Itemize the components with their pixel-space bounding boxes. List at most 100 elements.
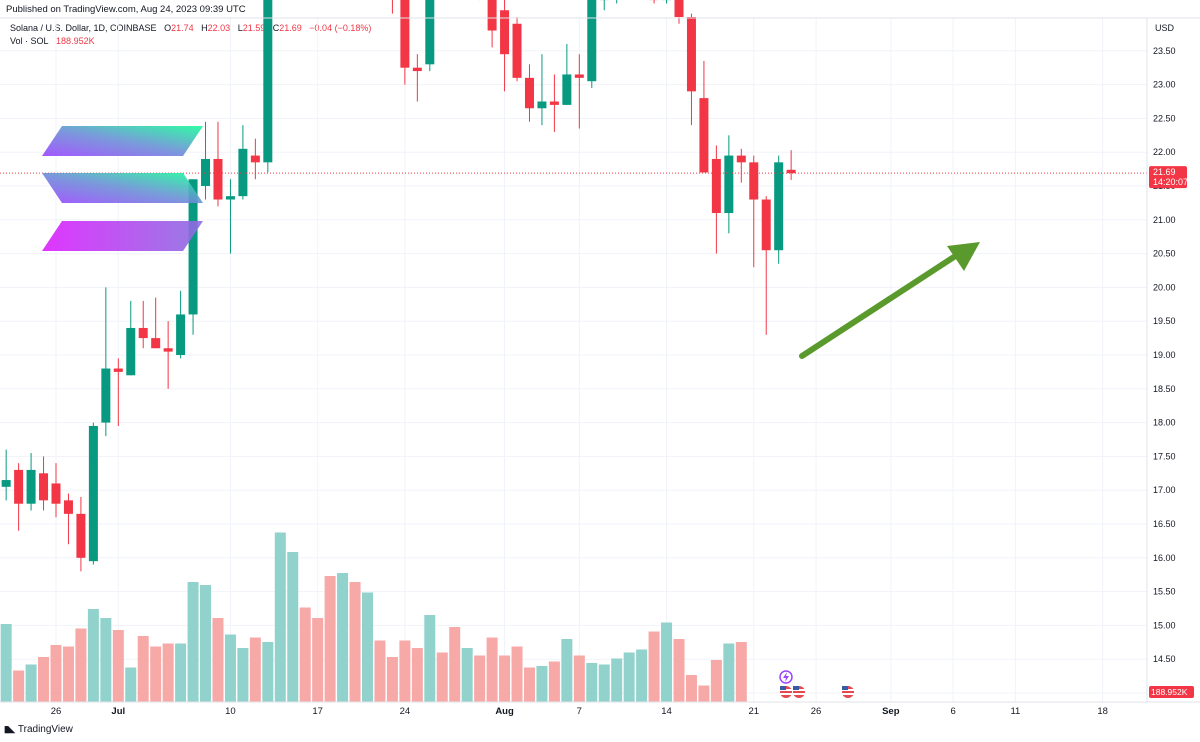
high-label: H [201,23,208,33]
volume-value: 188.952K [56,36,95,46]
x-tick-label: 10 [225,706,236,717]
y-tick-label: 21.00 [1153,215,1176,225]
candle-body [188,179,198,315]
currency-label[interactable]: USD [1155,23,1175,33]
volume-bars [0,532,747,702]
candle-body [500,10,510,55]
volume-bar [698,685,710,702]
volume-bar [262,642,274,702]
volume-label[interactable]: Vol · SOL [10,36,49,46]
candle-body [574,74,584,78]
y-tick-label: 20.50 [1153,249,1176,259]
lightning-event-icon [779,670,793,684]
volume-bar [249,637,261,702]
x-tick-label: 26 [51,706,62,717]
volume-bar [411,648,423,702]
candle-body [711,158,721,214]
volume-bar [38,657,50,702]
high-value: 22.03 [207,23,231,33]
candle-body [562,74,572,105]
x-tick-label: Sep [882,706,900,717]
volume-bar [25,664,37,702]
candle-body [14,469,24,504]
candle-body [761,199,771,251]
symbol-name[interactable]: Solana / U.S. Dollar, 1D, COINBASE [10,23,157,33]
volume-bar [0,624,12,702]
green-trend-arrow [799,242,980,359]
volume-bar [548,661,560,702]
volume-bar [287,552,299,702]
volume-bar [137,636,149,702]
volume-legend: Vol · SOL 188.952K [10,36,95,46]
candle-body [113,368,123,372]
volume-bar [436,652,448,702]
symbol-legend: Solana / U.S. Dollar, 1D, COINBASE O21.7… [10,23,371,33]
chart-grid [0,18,1147,702]
y-tick-label: 22.00 [1153,147,1176,157]
volume-bar [299,607,311,702]
candle-body [549,101,559,105]
volume-bar [75,628,87,702]
candle-body [88,425,98,562]
candle-body [412,67,422,72]
volume-bar [661,622,673,702]
volume-bar [200,585,212,702]
volume-bar [623,652,635,702]
close-value: 21.69 [279,23,302,33]
candle-body [749,162,759,200]
footer-brand: ▮◣ TradingView [4,724,73,735]
candle-body [151,338,161,349]
y-tick-label: 17.50 [1153,451,1176,461]
x-tick-label: 26 [811,706,822,717]
volume-tag-value: 188.952K [1151,687,1188,697]
y-tick-label: 14.50 [1153,654,1176,664]
volume-bar [710,660,722,702]
candle-body [101,368,111,423]
published-caption: Published on TradingView.com, Aug 24, 20… [6,4,246,15]
volume-bar [386,657,398,702]
volume-bar [212,618,224,702]
price-axis: 14.0014.5015.0015.5016.0016.5017.0017.50… [1153,46,1176,698]
candle-body [587,0,597,82]
candle-body [724,155,734,214]
volume-bar [511,646,523,702]
y-tick-label: 15.50 [1153,587,1176,597]
candlesticks [1,0,796,572]
candle-body [487,0,497,31]
volume-tag: 188.952K [1149,686,1194,698]
volume-bar [312,618,324,702]
volume-bar [586,663,598,702]
volume-bar [573,655,585,702]
x-tick-label: 14 [661,706,672,717]
candle-body [138,327,148,339]
volume-bar [685,675,697,702]
volume-bar [337,573,349,702]
volume-bar [536,666,548,702]
volume-bar [523,667,535,702]
volume-bar [150,646,162,702]
candle-body [263,0,273,163]
candle-body [537,101,547,109]
volume-bar [50,645,62,702]
change-value: −0.04 (−0.18%) [309,23,372,33]
y-tick-label: 23.00 [1153,80,1176,90]
candle-body [126,327,136,376]
candle-body [512,23,522,78]
us-flag-event-icon [842,686,854,698]
x-tick-label: 7 [577,706,582,717]
solana-logo [42,126,203,251]
volume-bar [112,630,124,702]
last-price-value: 21.69 [1153,167,1176,177]
candle-body [1,480,11,487]
close-label: C [272,23,280,33]
candle-body [39,473,49,501]
x-tick-label: Aug [495,706,514,717]
y-tick-label: 19.50 [1153,316,1176,326]
x-tick-label: Jul [111,706,125,717]
y-tick-label: 19.00 [1153,350,1176,360]
candle-body [51,483,61,504]
volume-bar [735,642,747,702]
candle-body [425,0,435,65]
candle-body [699,98,709,173]
